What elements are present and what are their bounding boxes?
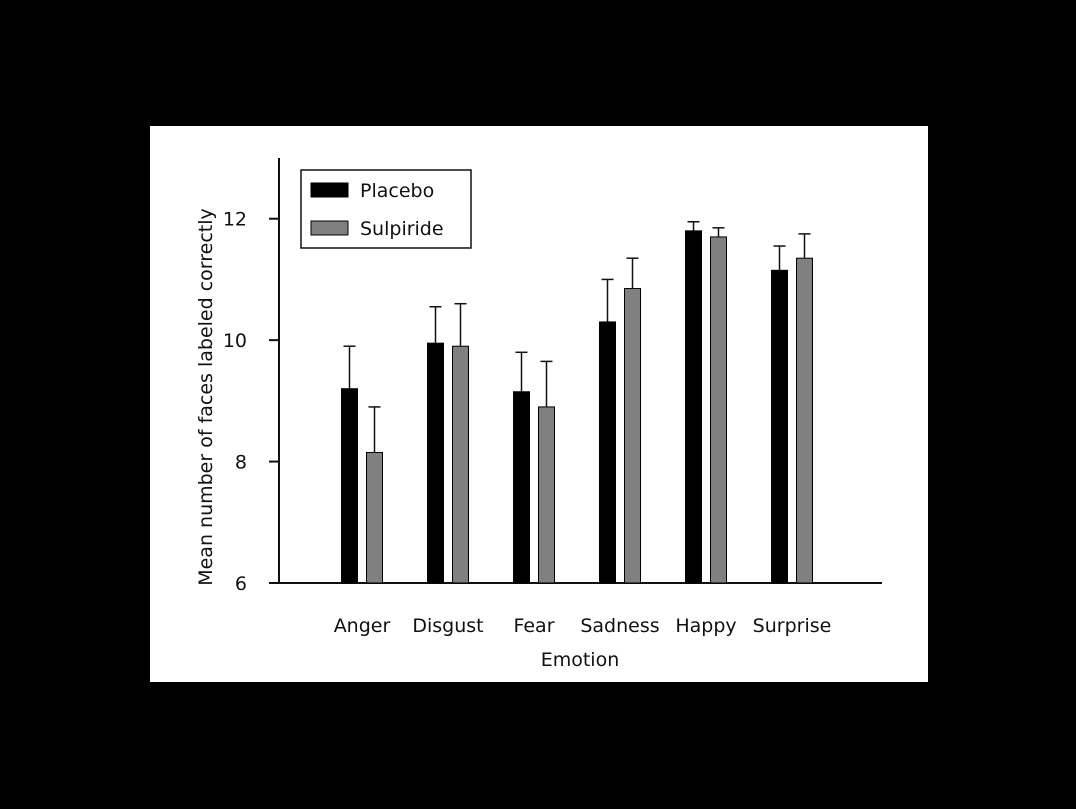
bar-sulpiride-sadness (624, 288, 641, 584)
legend: Placebo Sulpiride (300, 169, 472, 249)
legend-label-placebo: Placebo (360, 180, 434, 202)
bar-sulpiride-fear (538, 406, 555, 584)
y-tick-label: 8 (235, 452, 247, 474)
bar-sulpiride-surprise (796, 257, 813, 584)
x-tick-label-sadness: Sadness (580, 615, 659, 637)
x-tick-label-happy: Happy (675, 615, 736, 637)
x-tick-label-disgust: Disgust (412, 615, 483, 637)
y-axis-title: Mean number of faces labeled correctly (195, 208, 217, 586)
legend-swatch-placebo (310, 182, 349, 198)
bars-group (341, 221, 813, 584)
y-tick-label: 12 (223, 209, 247, 231)
bar-placebo-sadness (599, 321, 616, 584)
legend-swatch-sulpiride (310, 220, 349, 236)
bar-sulpiride-disgust (452, 345, 469, 584)
chart-figure: 6 8 10 12 Anger Disgust Fear Sadness Happy Surpr… (150, 126, 928, 682)
y-tick-label: 10 (223, 330, 247, 352)
x-category-labels: Anger Disgust Fear Sadness Happy Surprise (334, 615, 832, 637)
x-axis-title: Emotion (541, 649, 620, 671)
legend-label-sulpiride: Sulpiride (360, 218, 444, 240)
x-tick-label-surprise: Surprise (753, 615, 832, 637)
x-tick-label-anger: Anger (334, 615, 391, 637)
bar-sulpiride-anger (366, 451, 383, 584)
bar-placebo-fear (513, 391, 530, 584)
y-tick-label: 6 (235, 573, 247, 595)
y-ticks: 6 8 10 12 (223, 209, 279, 595)
x-tick-label-fear: Fear (513, 615, 554, 637)
bar-placebo-disgust (427, 342, 444, 584)
bar-placebo-surprise (771, 269, 788, 584)
bar-sulpiride-happy (710, 236, 727, 584)
bar-chart: 6 8 10 12 Anger Disgust Fear Sadness Happy Surpr… (195, 158, 882, 671)
bar-placebo-happy (685, 230, 702, 584)
bar-placebo-anger (341, 388, 358, 584)
